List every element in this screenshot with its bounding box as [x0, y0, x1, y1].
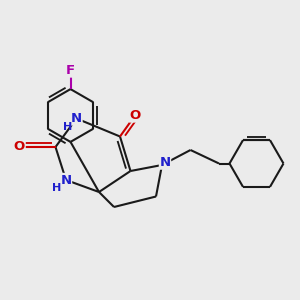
Text: H: H [52, 183, 61, 194]
Text: N: N [71, 112, 82, 125]
Text: O: O [129, 109, 141, 122]
Text: O: O [14, 140, 25, 154]
Text: H: H [63, 122, 72, 132]
Text: N: N [159, 156, 171, 169]
Text: F: F [66, 64, 75, 77]
Text: N: N [60, 173, 72, 187]
